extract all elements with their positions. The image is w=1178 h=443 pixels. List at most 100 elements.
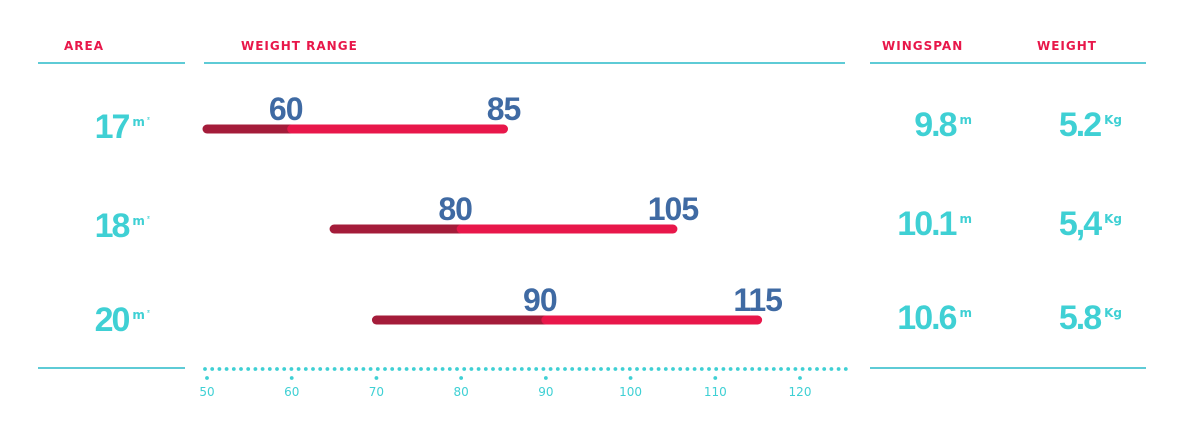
tick-label: 60 — [284, 385, 299, 399]
axis-dot — [591, 367, 596, 371]
tick-mark — [713, 376, 718, 380]
axis-dot — [368, 367, 373, 371]
area-value: 18 — [94, 207, 131, 245]
axis-dot — [347, 367, 351, 371]
tick-label: 50 — [199, 385, 214, 399]
axis-dot — [699, 367, 704, 371]
axis-dot — [800, 367, 805, 371]
axis-dot — [246, 367, 251, 371]
range-max-label: 85 — [487, 91, 521, 127]
tick-label: 80 — [454, 385, 469, 399]
axis-dot — [606, 367, 611, 371]
axis-dot — [649, 367, 654, 371]
tick-mark — [205, 376, 209, 380]
axis-dot — [296, 367, 301, 371]
axis-dot — [426, 367, 431, 371]
top-rule-middle — [204, 62, 845, 64]
axis-dot — [613, 367, 618, 371]
axis-dot — [354, 367, 359, 371]
range-max-label: 105 — [648, 191, 699, 227]
axis-dot — [361, 367, 366, 371]
axis-dot — [707, 367, 711, 371]
axis-dot — [505, 367, 510, 371]
axis-dot — [498, 367, 503, 371]
bottom-rule-right — [870, 367, 1146, 369]
axis-dot — [541, 367, 546, 371]
axis-dot — [635, 367, 639, 371]
axis-dot — [397, 367, 402, 371]
axis-dot — [642, 367, 647, 371]
axis-dot — [721, 367, 726, 371]
axis-dot — [743, 367, 747, 371]
axis-dot — [411, 367, 416, 371]
range-min-label: 60 — [269, 91, 303, 127]
axis-dot — [217, 367, 222, 371]
axis-dot — [822, 367, 827, 371]
area-cell: 17 m ² — [30, 100, 150, 146]
axis-dot — [714, 367, 719, 371]
axis-dot — [534, 367, 539, 371]
tick-mark — [628, 376, 633, 380]
axis-dot — [519, 367, 524, 371]
axis-dot — [577, 367, 582, 371]
axis-dot — [239, 367, 243, 371]
axis-dot — [620, 367, 625, 371]
tick-mark — [798, 376, 802, 380]
axis-dot — [584, 367, 589, 371]
axis-dot — [203, 367, 207, 371]
axis-dot — [764, 367, 769, 371]
axis-dot — [793, 367, 798, 371]
axis-dot — [383, 367, 387, 371]
weight-unit: Kg — [1104, 306, 1122, 320]
weight-cell: 5.2 Kg — [1002, 100, 1122, 144]
axis-dot — [512, 367, 517, 371]
weight-unit: Kg — [1104, 113, 1122, 127]
axis-dot — [404, 367, 409, 371]
tick-label: 90 — [538, 385, 553, 399]
tick-label: 70 — [369, 385, 384, 399]
area-value: 17 — [94, 108, 131, 146]
tick-mark — [543, 376, 548, 380]
top-rule-right — [870, 62, 1146, 64]
axis-dot — [318, 367, 323, 371]
axis-dot — [563, 367, 567, 371]
axis-dot — [728, 367, 733, 371]
axis-dot — [692, 367, 697, 371]
axis-dot — [325, 367, 330, 371]
tick-label: 110 — [704, 385, 727, 399]
wingspan-value: 10.6 — [897, 299, 957, 337]
axis-dot — [440, 367, 445, 371]
axis-dot — [663, 367, 668, 371]
axis-dot — [375, 367, 380, 371]
area-cell: 20 m ² — [30, 293, 150, 339]
axis-dot — [332, 367, 337, 371]
axis-dot — [843, 367, 848, 371]
tick-mark — [289, 376, 294, 380]
axis-dot — [527, 367, 531, 371]
axis-dot — [210, 367, 215, 371]
axis-dot — [311, 367, 315, 371]
axis-dot — [267, 367, 272, 371]
weight-cell: 5,4 Kg — [1002, 199, 1122, 243]
axis-dot — [483, 367, 488, 371]
axis-dot — [599, 367, 603, 371]
axis-dot — [779, 367, 783, 371]
axis-dot — [433, 367, 438, 371]
axis-dot — [815, 367, 819, 371]
axis-dot — [260, 367, 265, 371]
axis-dot — [656, 367, 661, 371]
weight-cell: 5.8 Kg — [1002, 293, 1122, 337]
axis-dot — [231, 367, 236, 371]
axis-dot — [555, 367, 560, 371]
axis-dot — [685, 367, 690, 371]
weight-value: 5.8 — [1058, 299, 1102, 337]
top-rule-left — [38, 62, 185, 64]
range-min-label: 80 — [438, 191, 472, 227]
axis-dot — [476, 367, 481, 371]
header-weight: WEIGHT — [1037, 39, 1097, 53]
tick-label: 100 — [619, 385, 642, 399]
area-cell: 18 m ² — [30, 199, 150, 245]
